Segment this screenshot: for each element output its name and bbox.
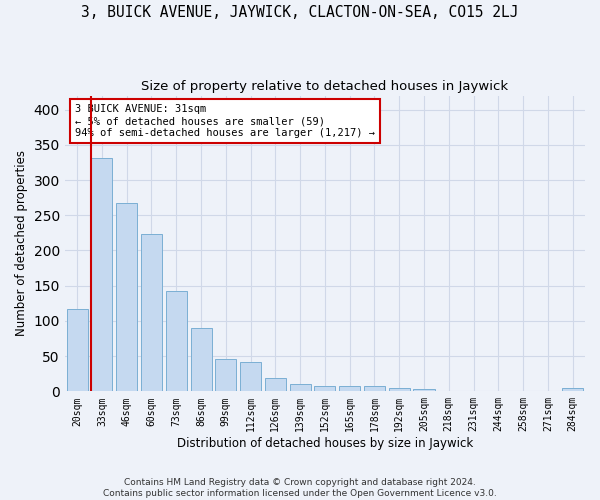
Text: 3 BUICK AVENUE: 31sqm
← 5% of detached houses are smaller (59)
94% of semi-detac: 3 BUICK AVENUE: 31sqm ← 5% of detached h… bbox=[75, 104, 375, 138]
Bar bbox=[265, 378, 286, 392]
Bar bbox=[389, 388, 410, 392]
Bar bbox=[215, 359, 236, 392]
Bar bbox=[290, 384, 311, 392]
Bar bbox=[141, 234, 162, 392]
Bar bbox=[116, 204, 137, 392]
Bar bbox=[67, 309, 88, 392]
Text: 3, BUICK AVENUE, JAYWICK, CLACTON-ON-SEA, CO15 2LJ: 3, BUICK AVENUE, JAYWICK, CLACTON-ON-SEA… bbox=[81, 5, 519, 20]
Bar bbox=[191, 328, 212, 392]
X-axis label: Distribution of detached houses by size in Jaywick: Distribution of detached houses by size … bbox=[177, 437, 473, 450]
Bar bbox=[339, 386, 360, 392]
Y-axis label: Number of detached properties: Number of detached properties bbox=[15, 150, 28, 336]
Bar bbox=[562, 388, 583, 392]
Bar bbox=[240, 362, 261, 392]
Bar bbox=[314, 386, 335, 392]
Text: Contains HM Land Registry data © Crown copyright and database right 2024.
Contai: Contains HM Land Registry data © Crown c… bbox=[103, 478, 497, 498]
Bar bbox=[91, 158, 112, 392]
Title: Size of property relative to detached houses in Jaywick: Size of property relative to detached ho… bbox=[142, 80, 508, 93]
Bar bbox=[166, 292, 187, 392]
Bar bbox=[413, 388, 434, 392]
Bar bbox=[364, 386, 385, 392]
